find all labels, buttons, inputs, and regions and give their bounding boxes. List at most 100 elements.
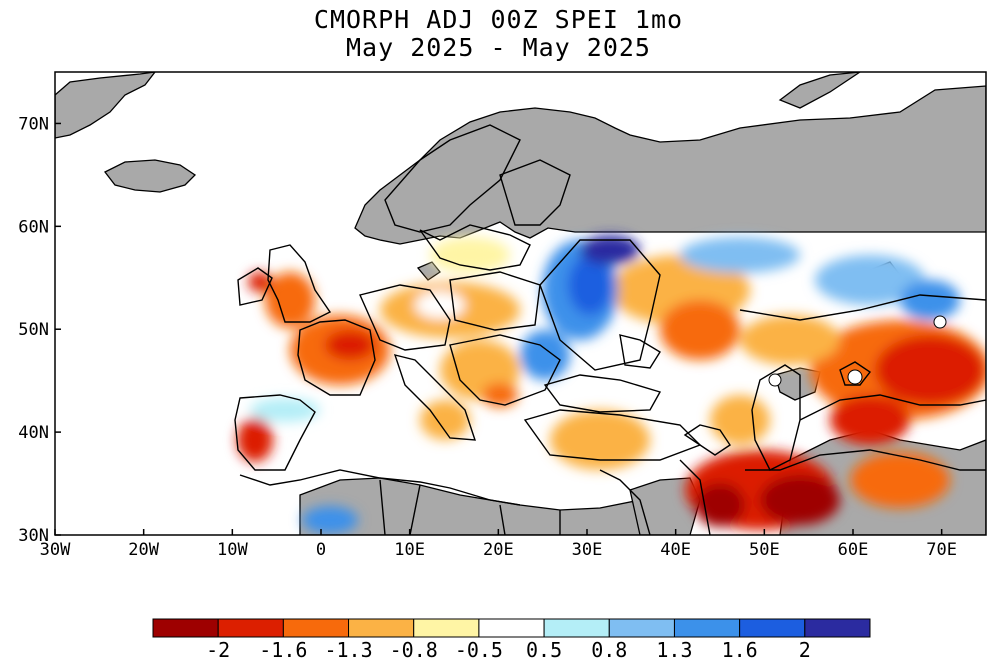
colorbar-label: 0.8	[591, 638, 627, 662]
lon-tick-label: 30W	[40, 540, 71, 560]
colorbar-label: 1.6	[722, 638, 758, 662]
scandinavia-outline	[384, 124, 521, 233]
lon-tick-label: 40E	[660, 540, 691, 560]
caspian-patch	[768, 373, 782, 387]
ireland-outline	[237, 267, 273, 306]
aral-patch	[847, 369, 863, 385]
wet-siberia	[900, 280, 960, 320]
lon-tick-label: 70E	[926, 540, 957, 560]
extreme-wet	[580, 235, 640, 265]
wet-north-africa	[302, 506, 358, 534]
lat-tick-label: 50N	[18, 320, 49, 340]
aral-sea-outline	[839, 361, 872, 386]
lon-tick-label: 10E	[394, 540, 425, 560]
africa-coast	[239, 469, 521, 506]
africa-borders	[379, 479, 561, 535]
colorbar-label: 0.5	[526, 638, 562, 662]
france-outline	[297, 319, 376, 396]
levant-border	[599, 469, 651, 535]
slightly-dry-baltic	[430, 237, 510, 273]
colorbar: -2 -1.6 -1.3 -0.8 -0.5 0.5 0.8 1.3 1.6 2	[152, 618, 871, 662]
dry-ireland	[248, 272, 272, 292]
colorbar-swatch	[673, 618, 741, 638]
lon-tick-label: 50E	[749, 540, 780, 560]
lat-tick-label: 60N	[18, 217, 49, 237]
wet-ural	[815, 255, 925, 305]
dry-iberia-west	[237, 418, 273, 462]
colorbar-swatch	[282, 618, 350, 638]
caucasus-outline	[683, 424, 731, 456]
colorbar-label: -1.6	[259, 638, 307, 662]
belarus-ukraine-outline	[539, 239, 661, 371]
wet-romania	[520, 330, 570, 380]
map-frame	[54, 71, 987, 536]
colorbar-swatch	[608, 618, 675, 638]
lake-and-island-patches	[768, 315, 947, 387]
map-title: CMORPH ADJ 00Z SPEI 1mo	[313, 5, 684, 34]
poland-outline	[449, 271, 541, 331]
caspian-outline	[751, 364, 801, 471]
dry-kazakhstan-core	[875, 335, 985, 405]
lat-axis: 30N 40N 50N 60N 70N	[18, 114, 61, 546]
germany-outline	[359, 284, 451, 351]
dry-britain	[265, 272, 315, 328]
very-dry-iraq	[695, 483, 745, 527]
russia-kazakhstan-border	[739, 294, 986, 321]
colorbar-label: 2	[799, 638, 811, 662]
dry-caucasus	[710, 395, 770, 445]
colorbar-swatch	[413, 618, 480, 638]
colorbar-label: -0.8	[390, 638, 438, 662]
lon-tick-label: 0	[316, 540, 326, 560]
dry-uzbekistan	[830, 395, 910, 445]
map-subtitle: May 2025 - May 2025	[346, 33, 651, 62]
dry-west-kazakhstan	[740, 315, 840, 365]
colorbar-swatch	[217, 618, 284, 638]
map-canvas	[55, 72, 986, 535]
lon-tick-label: 20W	[128, 540, 159, 560]
lon-axis: 30W 20W 10W 0 10E 20E 30E 40E 50E 60E 70E	[40, 529, 957, 560]
dry-france-core	[325, 330, 375, 360]
dry-balkans-core	[482, 383, 518, 407]
balkans-outline	[449, 334, 561, 406]
dry-afghanistan	[850, 452, 950, 508]
dry-italy	[420, 400, 470, 440]
lon-tick-label: 20E	[483, 540, 514, 560]
iran-border	[745, 449, 986, 471]
lon-tick-label: 60E	[838, 540, 869, 560]
wet-north-russia	[680, 237, 800, 273]
spei-field	[237, 235, 986, 534]
colorbar-label: -2	[206, 638, 230, 662]
baltic-sea-outline	[419, 224, 531, 271]
colorbar-label: 1.3	[656, 638, 692, 662]
finland-outline	[499, 159, 571, 226]
colorbar-label: -1.3	[324, 638, 372, 662]
central-asia-border	[799, 394, 986, 421]
lat-tick-label: 40N	[18, 423, 49, 443]
lat-tick-label: 70N	[18, 114, 49, 134]
colorbar-swatch	[804, 618, 871, 638]
iceland	[104, 159, 197, 193]
caspian-east	[774, 367, 821, 401]
colorbar-swatch	[152, 618, 219, 638]
very-wet-core	[568, 255, 612, 315]
scandinavia-russia-north	[354, 85, 986, 245]
dry-turkey	[550, 410, 650, 470]
crimea-outline	[619, 334, 661, 369]
lat-tick-label: 30N	[18, 526, 49, 546]
iberia-outline	[234, 394, 316, 471]
colorbar-swatch	[543, 618, 610, 638]
grey-patch-3	[416, 261, 441, 281]
colorbar-swatch	[348, 618, 415, 638]
colorbar-label: -0.5	[455, 638, 503, 662]
lon-tick-label: 30E	[572, 540, 603, 560]
italy-outline	[393, 354, 476, 441]
wet-iberia-north	[250, 398, 320, 422]
colorbar-swatch	[739, 618, 806, 638]
very-dry-iran	[760, 475, 840, 525]
lon-tick-label: 10W	[217, 540, 248, 560]
greenland	[55, 72, 156, 139]
novaya-zemlya	[778, 72, 861, 109]
colorbar-swatch	[478, 618, 545, 638]
lake-patch	[933, 315, 947, 329]
